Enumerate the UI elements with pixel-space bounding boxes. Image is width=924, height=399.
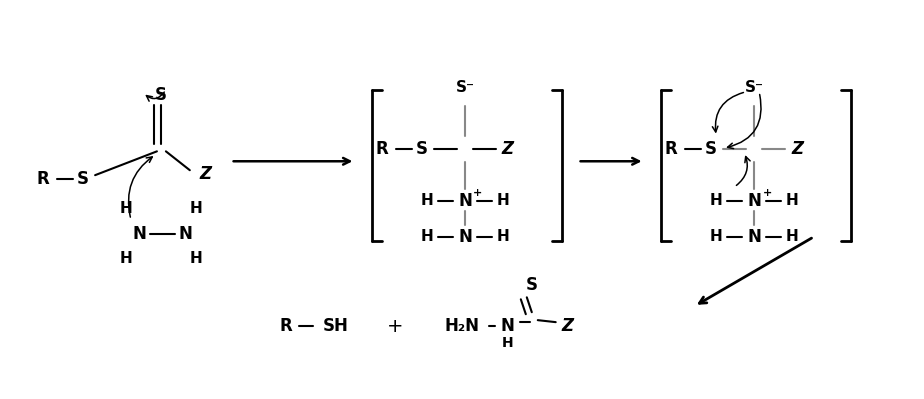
Text: H: H — [420, 194, 433, 209]
Text: S: S — [526, 277, 538, 294]
Text: S: S — [705, 140, 717, 158]
Text: SH: SH — [322, 317, 348, 335]
Text: +: + — [473, 188, 482, 198]
Text: S⁻: S⁻ — [456, 80, 475, 95]
Text: H₂N: H₂N — [444, 317, 480, 335]
Text: N: N — [748, 192, 761, 210]
Text: Z: Z — [200, 165, 212, 183]
Text: H: H — [119, 201, 132, 216]
Text: S: S — [77, 170, 89, 188]
Text: R: R — [665, 140, 677, 158]
Text: H: H — [785, 229, 798, 244]
Text: N: N — [458, 192, 472, 210]
Text: N: N — [748, 228, 761, 246]
Text: N: N — [501, 317, 515, 335]
Text: H: H — [710, 194, 723, 209]
Text: H: H — [189, 251, 202, 266]
Text: R: R — [279, 317, 292, 335]
Text: H: H — [785, 194, 798, 209]
Text: +: + — [762, 188, 772, 198]
Text: H: H — [496, 194, 509, 209]
Text: H: H — [502, 336, 514, 350]
Text: S⁻: S⁻ — [745, 80, 763, 95]
Text: N: N — [179, 225, 193, 243]
Text: H: H — [710, 229, 723, 244]
Text: H: H — [496, 229, 509, 244]
Text: Z: Z — [791, 140, 803, 158]
Text: N: N — [132, 225, 146, 243]
Text: H: H — [119, 251, 132, 266]
Text: Z: Z — [562, 317, 574, 335]
Text: +: + — [387, 317, 404, 336]
Text: S: S — [416, 140, 428, 158]
Text: H: H — [420, 229, 433, 244]
Text: R: R — [37, 170, 50, 188]
Text: N: N — [458, 228, 472, 246]
Text: Z: Z — [502, 140, 514, 158]
Text: R: R — [376, 140, 389, 158]
Text: H: H — [189, 201, 202, 216]
Text: S: S — [155, 86, 167, 104]
